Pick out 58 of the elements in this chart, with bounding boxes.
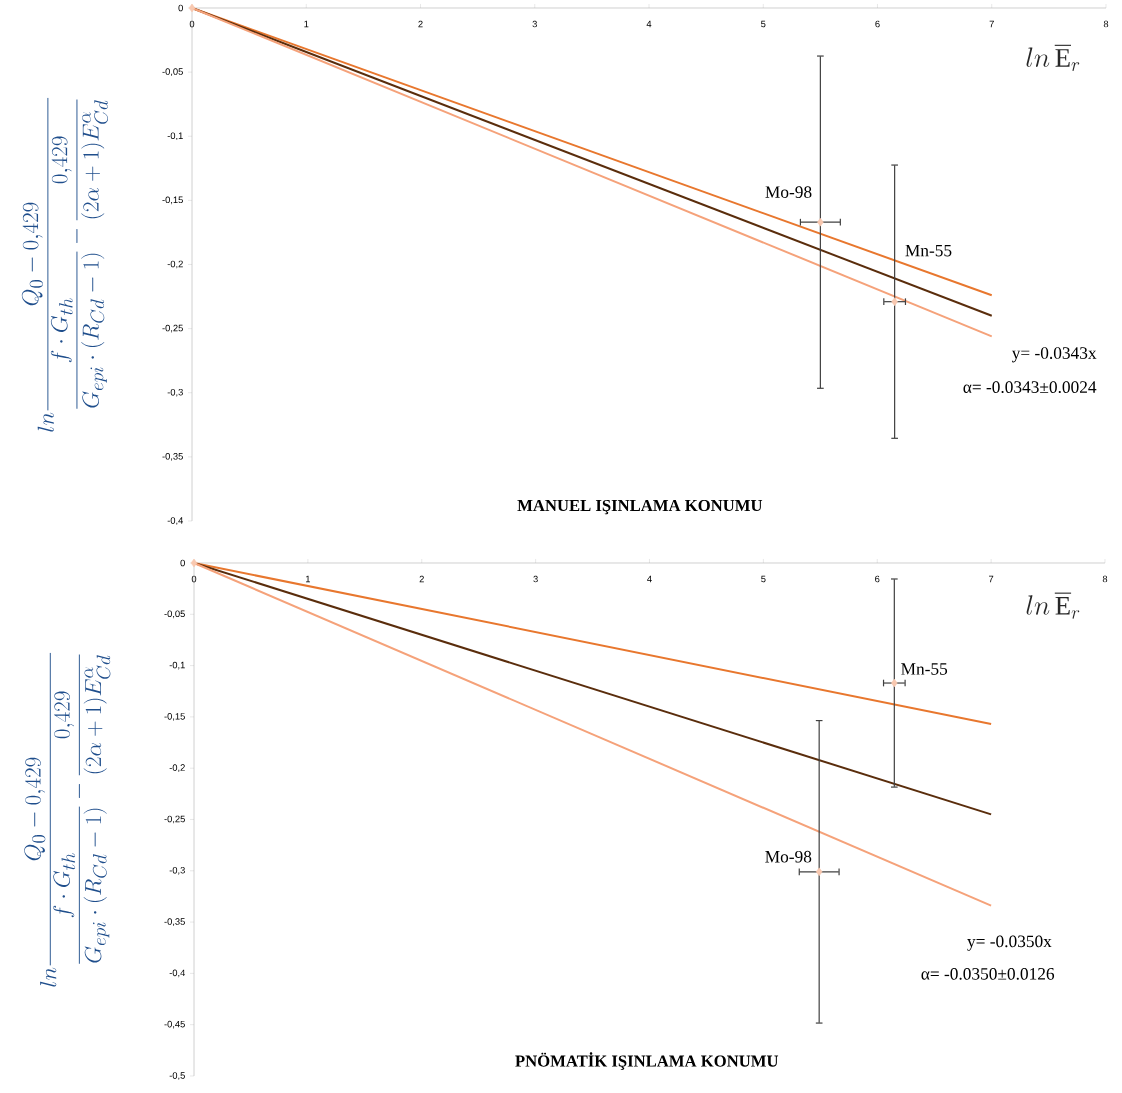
annotation: Mo-98 (765, 186, 812, 198)
x-axis-title: $ln\,\overline{\mathrm{E}}_r$ (1026, 593, 1080, 619)
y-tick-label: -0,05 (164, 610, 185, 619)
y-tick-label: -0,3 (169, 866, 185, 875)
y-tick-label: -0,45 (164, 1020, 185, 1029)
x-tick-label: 8 (1103, 20, 1109, 28)
x-tick-label: 7 (989, 20, 994, 28)
y-tick-label: -0,25 (164, 815, 185, 824)
annotation: Mn-55 (901, 663, 948, 675)
x-tick-label: 3 (533, 575, 538, 583)
x-tick-label: 8 (1102, 575, 1108, 583)
y-tick-label: -0,4 (167, 517, 184, 525)
x-axis-title: $ln\,\overline{\mathrm{E}}_r$ (1026, 45, 1080, 71)
x-tick-label: 4 (646, 20, 652, 28)
point (815, 867, 823, 877)
y-tick-label: -0,1 (167, 132, 183, 141)
text: PNÖMATİK IŞINLAMA KONUMU (515, 1052, 779, 1070)
x-tick-label: 1 (305, 575, 311, 583)
y-tick-label: -0,15 (164, 713, 185, 721)
x-tick-label: 0 (189, 20, 195, 28)
annotation: Mn-55 (905, 244, 952, 257)
x-tick-label: 7 (989, 575, 994, 583)
y-tick-label: -0,3 (167, 388, 183, 397)
x-tick-label: 4 (647, 575, 652, 583)
y-axis-title: $ln\frac{Q_0 - 0{,}429}{\dfrac{f\cdot G_{th}}{G_{epi}\cdot(R_{Cd}-1)} - \dfrac{0{,}429}{(2\alpha+1)E_{Cd}^{\alpha}}}$ (21, 97, 108, 432)
y-tick-label: -0,2 (167, 260, 183, 269)
point (891, 678, 898, 688)
point (891, 297, 898, 306)
x-tick-label: 3 (532, 20, 537, 28)
y-tick-label: -0,5 (169, 1072, 185, 1080)
y-tick-label: -0,4 (169, 969, 186, 978)
x-tick-label: 1 (304, 20, 309, 28)
point (188, 3, 196, 13)
y-tick-label: 0 (180, 559, 185, 567)
text: MANUEL IŞINLAMA KONUMU (517, 499, 763, 515)
annotation: α= -0.0343±0.0024 (963, 381, 1097, 393)
y-tick-label: -0,05 (162, 68, 183, 76)
y-tick-label: -0,2 (169, 764, 185, 773)
y-axis-title: $ln\frac{Q_0 - 0{,}429}{\dfrac{f\cdot G_{th}}{G_{epi}\cdot(R_{Cd}-1)} - \dfrac{0{,}429}{(2\alpha+1)E_{Cd}^{\alpha}}}$ (24, 652, 111, 987)
point (817, 217, 824, 227)
x-tick-label: 5 (761, 20, 766, 28)
y-tick-label: -0,25 (162, 324, 183, 333)
y-tick-label: 0 (178, 4, 183, 12)
x-tick-label: 0 (191, 575, 197, 583)
y-tick-label: -0,35 (164, 918, 185, 926)
annotation: Mo-98 (765, 850, 812, 863)
y-tick-label: -0,35 (162, 453, 183, 461)
x-tick-label: 6 (875, 20, 880, 28)
x-tick-label: 2 (419, 575, 424, 583)
annotation: y= -0.0343x (1011, 347, 1097, 363)
x-tick-label: 6 (875, 575, 880, 583)
annotation: y= -0.0350x (967, 935, 1052, 951)
point (190, 558, 198, 568)
y-tick-label: -0,15 (162, 196, 183, 205)
x-tick-label: 5 (761, 575, 766, 583)
x-tick-label: 2 (418, 20, 423, 28)
y-tick-label: -0,1 (169, 661, 185, 670)
annotation: α= -0.0350±0.0126 (921, 968, 1055, 980)
